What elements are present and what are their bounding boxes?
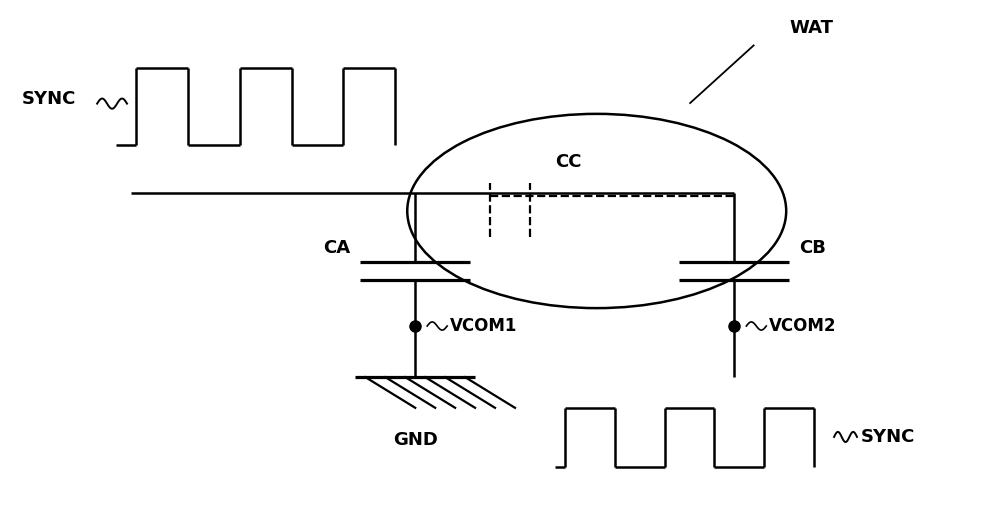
Text: SYNC: SYNC: [21, 89, 76, 107]
Text: GND: GND: [393, 431, 438, 449]
Text: CC: CC: [555, 153, 581, 172]
Text: VCOM1: VCOM1: [450, 317, 518, 335]
Text: WAT: WAT: [789, 19, 833, 37]
Text: CA: CA: [323, 239, 350, 257]
Text: CB: CB: [799, 239, 826, 257]
Text: VCOM2: VCOM2: [769, 317, 837, 335]
Text: SYNC: SYNC: [861, 428, 915, 446]
